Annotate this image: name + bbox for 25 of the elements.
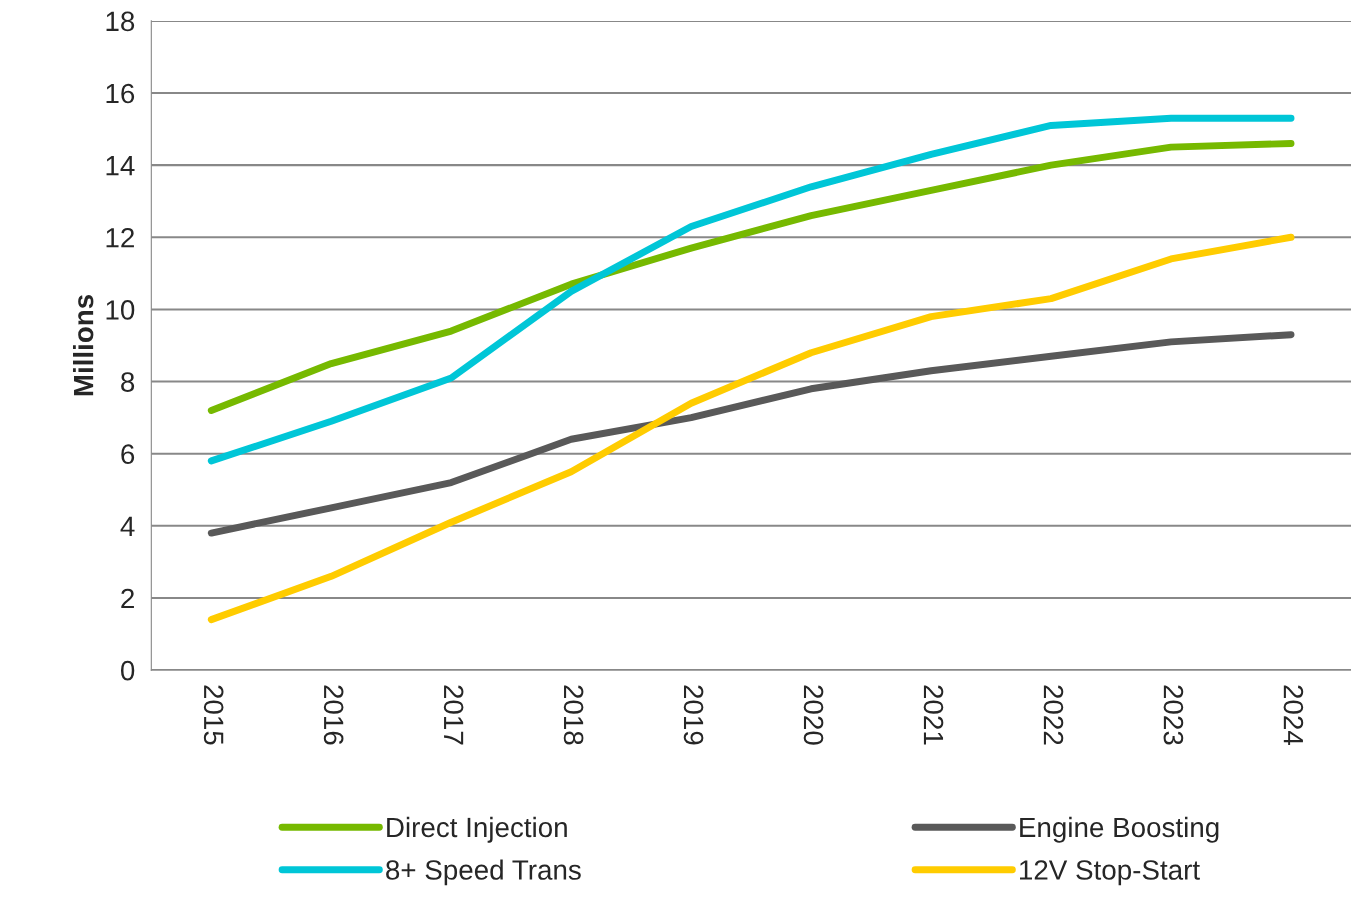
- y-tick-label: 12: [106, 227, 134, 248]
- x-tick-label: 2018: [563, 685, 584, 745]
- y-tick-label: 18: [106, 11, 135, 32]
- y-tick-label: 2: [121, 588, 134, 609]
- y-tick-label: 6: [121, 444, 135, 465]
- y-tick-label: 10: [106, 300, 135, 320]
- y-tick-label: 14: [106, 156, 135, 176]
- legend-label: 8+ Speed Trans: [386, 859, 581, 886]
- x-tick-label: 2020: [803, 685, 824, 745]
- y-tick-label: 0: [120, 660, 135, 681]
- x-tick-label: 2021: [923, 685, 944, 745]
- legend-label: 12V Stop-Start: [1020, 860, 1200, 886]
- x-tick-label: 2022: [1043, 685, 1064, 745]
- x-tick-label: 2024: [1283, 685, 1304, 745]
- legend-label: Engine Boosting: [1020, 816, 1219, 843]
- y-tick-label: 16: [106, 83, 135, 104]
- x-tick-label: 2019: [683, 685, 704, 745]
- legend-label: Direct Injection: [387, 816, 567, 843]
- x-tick-label: 2023: [1163, 685, 1184, 745]
- y-tick-label: 4: [120, 516, 135, 536]
- x-tick-label: 2015: [203, 685, 224, 745]
- x-tick-label: 2017: [443, 685, 464, 745]
- x-tick-label: 2016: [323, 685, 344, 745]
- y-tick-label: 8: [121, 372, 135, 392]
- y-axis-title: Millions: [73, 294, 94, 396]
